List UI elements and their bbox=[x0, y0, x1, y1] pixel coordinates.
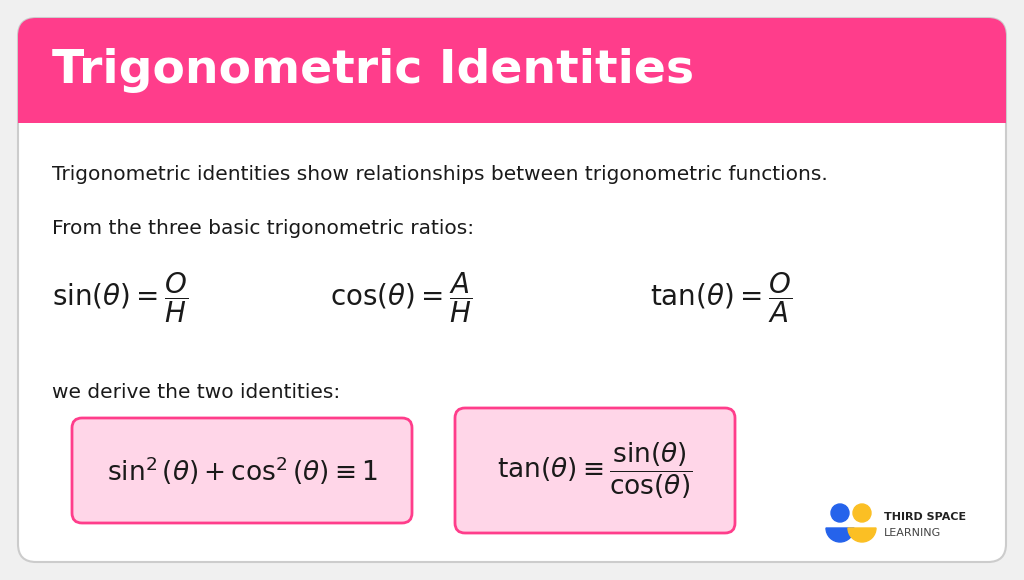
Text: From the three basic trigonometric ratios:: From the three basic trigonometric ratio… bbox=[52, 219, 474, 237]
Wedge shape bbox=[826, 528, 854, 542]
FancyBboxPatch shape bbox=[455, 408, 735, 533]
Text: $\sin(\theta) = \dfrac{O}{H}$: $\sin(\theta) = \dfrac{O}{H}$ bbox=[52, 271, 188, 325]
Text: Trigonometric identities show relationships between trigonometric functions.: Trigonometric identities show relationsh… bbox=[52, 165, 827, 184]
Circle shape bbox=[853, 504, 871, 522]
Wedge shape bbox=[848, 528, 876, 542]
Text: $\tan(\theta) \equiv \dfrac{\sin(\theta)}{\cos(\theta)}$: $\tan(\theta) \equiv \dfrac{\sin(\theta)… bbox=[498, 440, 692, 501]
Text: Trigonometric Identities: Trigonometric Identities bbox=[52, 48, 694, 93]
Text: $\sin^2(\theta) + \cos^2(\theta) \equiv 1$: $\sin^2(\theta) + \cos^2(\theta) \equiv … bbox=[106, 454, 378, 487]
FancyBboxPatch shape bbox=[18, 71, 1006, 123]
Text: THIRD SPACE: THIRD SPACE bbox=[884, 512, 966, 522]
FancyBboxPatch shape bbox=[18, 18, 1006, 123]
FancyBboxPatch shape bbox=[72, 418, 412, 523]
Text: we derive the two identities:: we derive the two identities: bbox=[52, 383, 340, 403]
Text: $\tan(\theta) = \dfrac{O}{A}$: $\tan(\theta) = \dfrac{O}{A}$ bbox=[650, 271, 792, 325]
FancyBboxPatch shape bbox=[18, 18, 1006, 562]
Circle shape bbox=[831, 504, 849, 522]
Text: LEARNING: LEARNING bbox=[884, 528, 941, 538]
Text: $\cos(\theta) = \dfrac{A}{H}$: $\cos(\theta) = \dfrac{A}{H}$ bbox=[330, 271, 472, 325]
